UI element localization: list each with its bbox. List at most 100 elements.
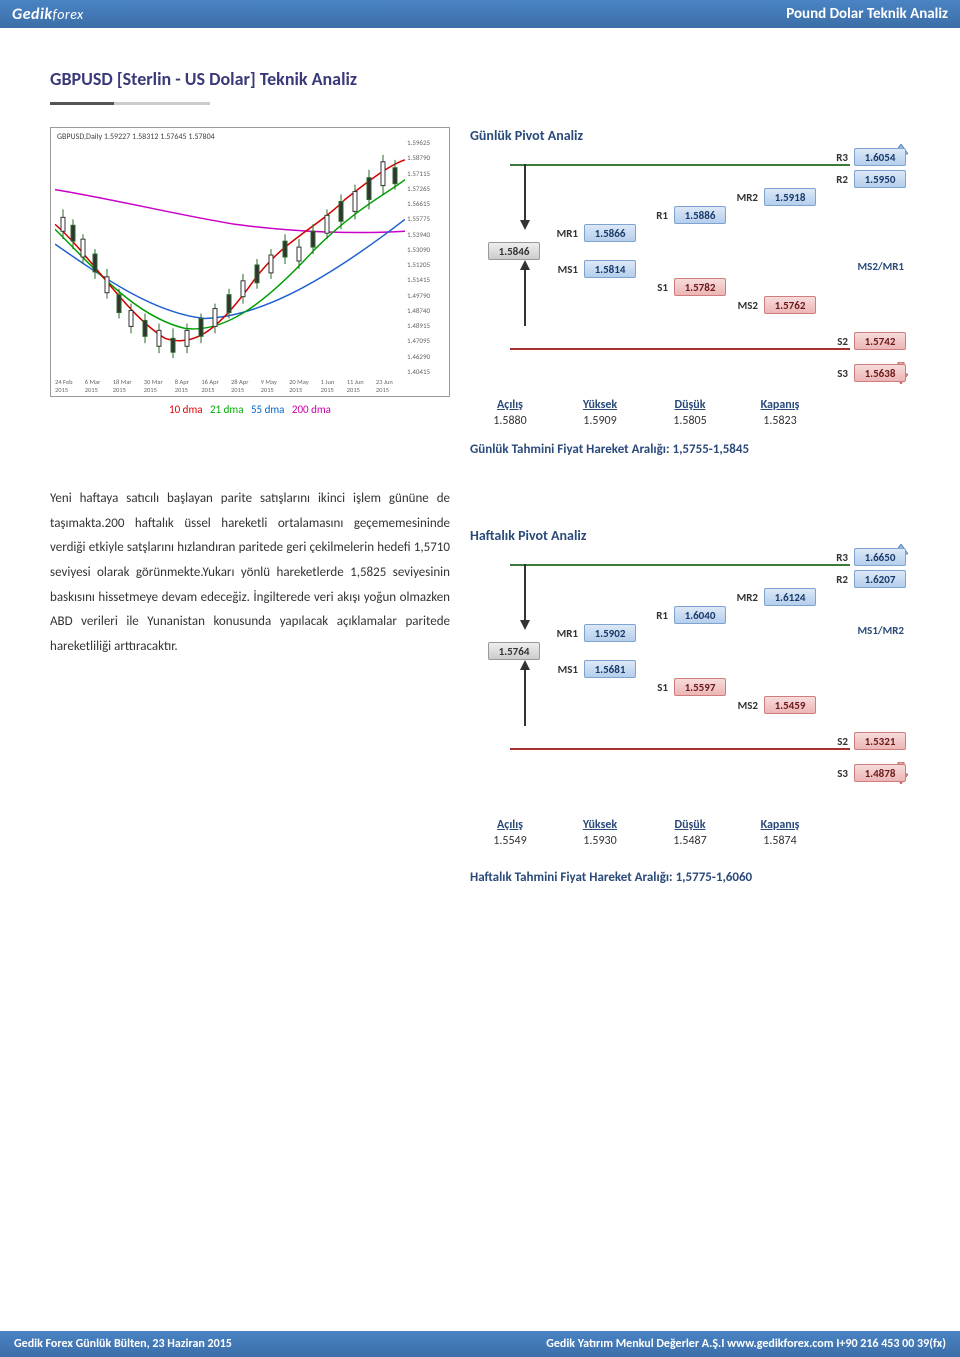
high-value: 1.5909 bbox=[570, 414, 630, 428]
y-tick: 1.53090 bbox=[407, 245, 447, 254]
x-tick: 8 Apr 2015 bbox=[175, 378, 202, 394]
x-tick: 20 May 2015 bbox=[289, 378, 321, 394]
wclose-value: 1.5874 bbox=[750, 834, 810, 848]
arrow-up-icon bbox=[518, 258, 532, 328]
dma200-label: 200 dma bbox=[292, 403, 331, 416]
daily-range-text: Günlük Tahmini Fiyat Hareket Aralığı: 1,… bbox=[470, 442, 910, 457]
wms1-value: 1.5681 bbox=[584, 660, 636, 678]
wms1-label: MS1 bbox=[548, 663, 578, 676]
wpivot-value: 1.5764 bbox=[488, 642, 540, 660]
wr2-value: 1.6207 bbox=[854, 570, 906, 588]
y-tick: 1.48740 bbox=[407, 306, 447, 315]
r2-value: 1.5950 bbox=[854, 170, 906, 188]
chart-x-axis: 24 Feb 20156 Mar 201518 Mar 201530 Mar 2… bbox=[55, 378, 405, 394]
weekly-pivot-ladder: R31.6650 R21.6207 MR21.6124 R11.6040 MR1… bbox=[470, 548, 910, 788]
main-content: GBPUSD [Sterlin - US Dolar] Teknik Anali… bbox=[0, 28, 960, 905]
mr2-label: MR2 bbox=[728, 191, 758, 204]
weekly-pivot-title: Haftalık Pivot Analiz bbox=[470, 527, 910, 544]
wr1-value: 1.6040 bbox=[674, 606, 726, 624]
wr1-label: R1 bbox=[638, 609, 668, 622]
wr3-label: R3 bbox=[818, 551, 848, 564]
r1-label: R1 bbox=[638, 209, 668, 222]
chart-y-axis: 1.59625 1.58790 1.57115 1.57265 1.56615 1.557… bbox=[407, 138, 447, 376]
y-tick: 1.57265 bbox=[407, 184, 447, 193]
x-tick: 18 Mar 2015 bbox=[113, 378, 144, 394]
weekly-ohlc-row: Açılış1.5549 Yüksek1.5930 Düşük1.5487 Ka… bbox=[480, 818, 910, 848]
dma55-label: 55 dma bbox=[251, 403, 284, 416]
daily-pivot-title: Günlük Pivot Analiz bbox=[470, 127, 910, 144]
y-tick: 1.40415 bbox=[407, 367, 447, 376]
y-tick: 1.58790 bbox=[407, 153, 447, 162]
analysis-body-text: Yeni haftaya satıcılı başlayan parite sa… bbox=[50, 487, 450, 660]
high-label: Yüksek bbox=[570, 398, 630, 412]
title-underline bbox=[50, 102, 210, 105]
support-line bbox=[510, 348, 850, 350]
footer-right: Gedik Yatırım Menkul Değerler A.Ş.I www.… bbox=[546, 1337, 946, 1351]
wlow-label: Düşük bbox=[660, 818, 720, 832]
low-value: 1.5805 bbox=[660, 414, 720, 428]
weekly-support-line bbox=[510, 748, 850, 750]
close-label: Kapanış bbox=[750, 398, 810, 412]
arrow-down-icon bbox=[518, 162, 532, 232]
wms2-value: 1.5459 bbox=[764, 696, 816, 714]
resistance-line bbox=[510, 164, 850, 166]
y-tick: 1.56615 bbox=[407, 199, 447, 208]
x-tick: 9 May 2015 bbox=[261, 378, 289, 394]
open-label: Açılış bbox=[480, 398, 540, 412]
chart-plot-area bbox=[55, 140, 405, 378]
s2-label: S2 bbox=[818, 335, 848, 348]
y-tick: 1.49790 bbox=[407, 291, 447, 300]
dma-legend: 10 dma 21 dma 55 dma 200 dma bbox=[50, 403, 450, 416]
y-tick: 1.51205 bbox=[407, 260, 447, 269]
y-tick: 1.53940 bbox=[407, 230, 447, 239]
open-value: 1.5880 bbox=[480, 414, 540, 428]
page-title: GBPUSD [Sterlin - US Dolar] Teknik Anali… bbox=[50, 68, 910, 90]
y-tick: 1.55775 bbox=[407, 214, 447, 223]
pivot-value: 1.5846 bbox=[488, 242, 540, 260]
price-chart: GBPUSD,Daily 1.59227 1.58312 1.57645 1.5… bbox=[50, 127, 450, 397]
wr3-value: 1.6650 bbox=[854, 548, 906, 566]
footer-bar: Gedik Forex Günlük Bülten, 23 Haziran 20… bbox=[0, 1331, 960, 1357]
r3-label: R3 bbox=[818, 151, 848, 164]
x-tick: 6 Mar 2015 bbox=[85, 378, 113, 394]
daily-pivot-panel: Günlük Pivot Analiz bbox=[470, 127, 910, 457]
y-tick: 1.57115 bbox=[407, 169, 447, 178]
y-tick: 1.59625 bbox=[407, 138, 447, 147]
daily-ohlc-row: Açılış 1.5880 Yüksek 1.5909 Düşük 1.5805 Ka… bbox=[480, 398, 910, 428]
wmr1-label: MR1 bbox=[548, 627, 578, 640]
s3-label: S3 bbox=[818, 367, 848, 380]
x-tick: 30 Mar 2015 bbox=[144, 378, 175, 394]
s1-label: S1 bbox=[638, 281, 668, 294]
x-tick: 1 Jun 2015 bbox=[321, 378, 347, 394]
mr1-label: MR1 bbox=[548, 227, 578, 240]
dma21-label: 21 dma bbox=[210, 403, 243, 416]
wr2-label: R2 bbox=[818, 573, 848, 586]
daily-right-note: MS2/MR1 bbox=[858, 260, 905, 273]
r2-label: R2 bbox=[818, 173, 848, 186]
x-tick: 24 Feb 2015 bbox=[55, 378, 85, 394]
r1-value: 1.5886 bbox=[674, 206, 726, 224]
weekly-range-text: Haftalık Tahmini Fiyat Hareket Aralığı: … bbox=[470, 870, 910, 885]
s1-value: 1.5782 bbox=[674, 278, 726, 296]
ms2-value: 1.5762 bbox=[764, 296, 816, 314]
ws3-label: S3 bbox=[818, 767, 848, 780]
y-tick: 1.47095 bbox=[407, 336, 447, 345]
r3-value: 1.6054 bbox=[854, 148, 906, 166]
mr2-value: 1.5918 bbox=[764, 188, 816, 206]
wopen-label: Açılış bbox=[480, 818, 540, 832]
low-label: Düşük bbox=[660, 398, 720, 412]
weekly-right-note: MS1/MR2 bbox=[858, 624, 905, 637]
s3-value: 1.5638 bbox=[854, 364, 906, 382]
arrow-up-icon bbox=[518, 658, 532, 728]
y-tick: 1.46290 bbox=[407, 352, 447, 361]
dma10-label: 10 dma bbox=[169, 403, 202, 416]
ws1-label: S1 bbox=[638, 681, 668, 694]
y-tick: 1.48915 bbox=[407, 321, 447, 330]
lower-row: Yeni haftaya satıcılı başlayan parite sa… bbox=[50, 467, 910, 885]
ws2-value: 1.5321 bbox=[854, 732, 906, 750]
top-banner: Gedikforex Pound Dolar Teknik Analiz bbox=[0, 0, 960, 28]
s2-value: 1.5742 bbox=[854, 332, 906, 350]
wmr2-value: 1.6124 bbox=[764, 588, 816, 606]
mr1-value: 1.5866 bbox=[584, 224, 636, 242]
daily-pivot-ladder: R3 1.6054 R2 1.5950 MR2 1.5918 R1 1.5886 MR1… bbox=[470, 148, 910, 388]
